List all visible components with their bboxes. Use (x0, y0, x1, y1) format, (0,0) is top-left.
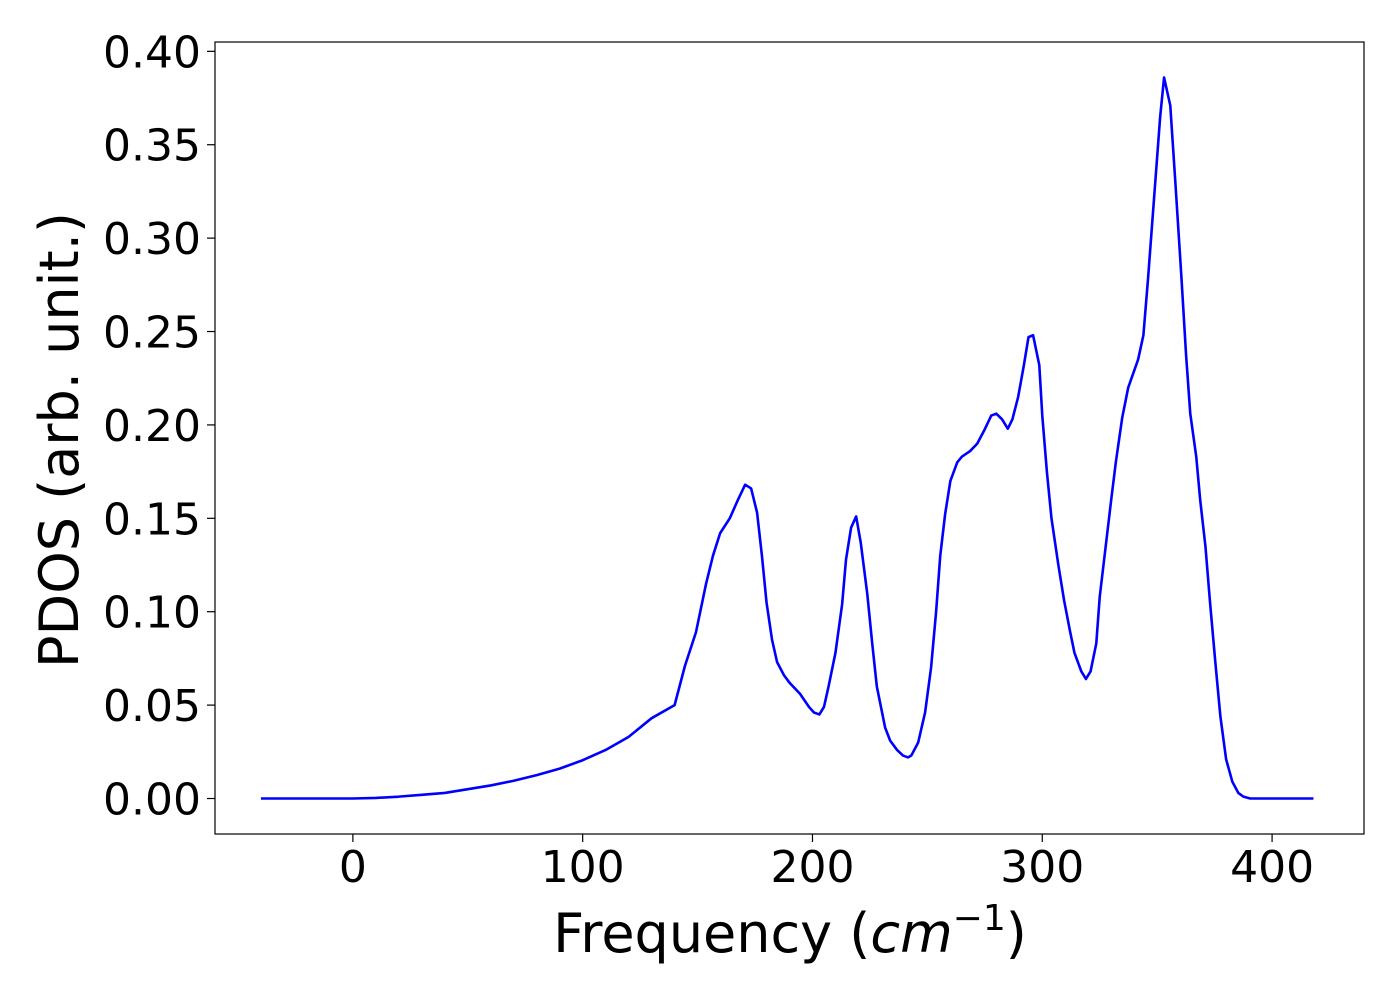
x-label-text: Frequency ( (553, 902, 870, 965)
y-tick-label: 0.40 (103, 27, 201, 78)
x-label-exponent: −1 (953, 898, 1006, 939)
y-tick-label: 0.30 (103, 214, 201, 265)
x-tick-label: 200 (770, 842, 854, 893)
y-tick-label: 0.35 (103, 121, 201, 172)
x-tick-label: 300 (1000, 842, 1084, 893)
x-axis-label: Frequency (cm−1) (553, 898, 1027, 965)
y-tick-label: 0.00 (103, 775, 201, 826)
x-label-unit: cm (870, 902, 952, 965)
x-tick-label: 0 (339, 842, 367, 893)
y-tick-label: 0.15 (103, 494, 201, 545)
y-tick-label: 0.05 (103, 681, 201, 732)
x-tick-label: 400 (1230, 842, 1314, 893)
y-tick-label: 0.10 (103, 588, 201, 639)
x-label-close: ) (1006, 902, 1027, 965)
y-tick-label: 0.20 (103, 401, 201, 452)
x-tick-label: 100 (541, 842, 625, 893)
y-axis-label: PDOS (arb. unit.) (28, 212, 91, 668)
plot-frame (214, 41, 1365, 835)
data-line (260, 76, 1314, 800)
y-tick-label: 0.25 (103, 308, 201, 359)
